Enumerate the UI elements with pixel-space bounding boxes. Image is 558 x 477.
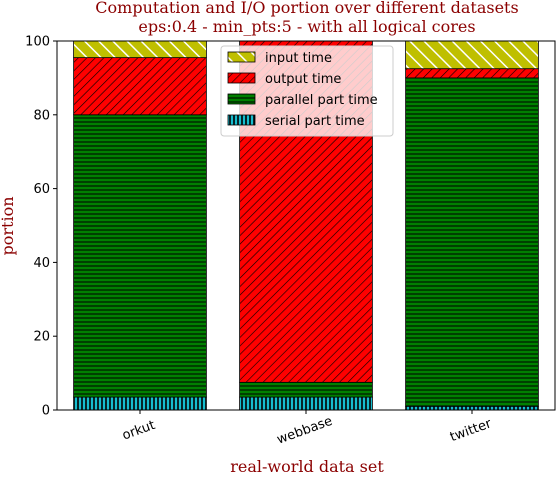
bar-segment-orkut-serial-part-time <box>73 396 207 411</box>
y-tick-label: 100 <box>25 35 50 50</box>
y-tick-label: 60 <box>33 182 50 197</box>
legend-box <box>220 45 394 137</box>
bar-segment-twitter-input-time <box>405 40 539 70</box>
legend-swatch-output-time <box>227 72 256 84</box>
bar-segment-twitter-output-time <box>405 68 539 79</box>
bar-segment-twitter-serial-part-time <box>405 405 539 411</box>
x-tick-label-twitter: twitter <box>448 416 494 445</box>
chart-subtitle: eps:0.4 - min_pts:5 - with all logical c… <box>138 17 475 36</box>
x-axis-ticks: orkut webbase twitter <box>120 410 494 448</box>
y-tick-label: 40 <box>33 256 50 271</box>
bar-segment-orkut-output-time <box>73 57 207 116</box>
y-axis-ticks: 0 20 40 60 80 100 <box>25 35 57 419</box>
bar-segment-webbase-parallel-part-time <box>239 381 373 398</box>
bar-segment-orkut-parallel-part-time <box>73 114 207 398</box>
bar-segment-webbase-serial-part-time <box>239 396 373 411</box>
y-tick-label: 20 <box>33 330 50 345</box>
legend-label-parallel-part-time: parallel part time <box>265 93 378 108</box>
y-axis-label: portion <box>0 196 17 255</box>
bar-segment-twitter-parallel-part-time <box>405 77 539 407</box>
legend-label-serial-part-time: serial part time <box>265 114 365 129</box>
chart-title: Computation and I/O portion over differe… <box>95 0 518 17</box>
y-tick-label: 80 <box>33 108 50 123</box>
x-tick-label-orkut: orkut <box>120 418 157 444</box>
y-tick-label: 0 <box>42 404 50 419</box>
x-tick-label-webbase: webbase <box>275 414 335 448</box>
legend: input time output time parallel part time s… <box>220 45 394 137</box>
legend-swatch-input-time <box>227 51 256 63</box>
legend-swatch-parallel-part-time <box>227 93 256 105</box>
legend-swatch-serial-part-time <box>227 114 256 126</box>
x-axis-label: real-world data set <box>230 457 384 476</box>
bar-segment-orkut-input-time <box>73 40 207 59</box>
legend-label-output-time: output time <box>265 72 341 87</box>
legend-label-input-time: input time <box>265 51 332 66</box>
